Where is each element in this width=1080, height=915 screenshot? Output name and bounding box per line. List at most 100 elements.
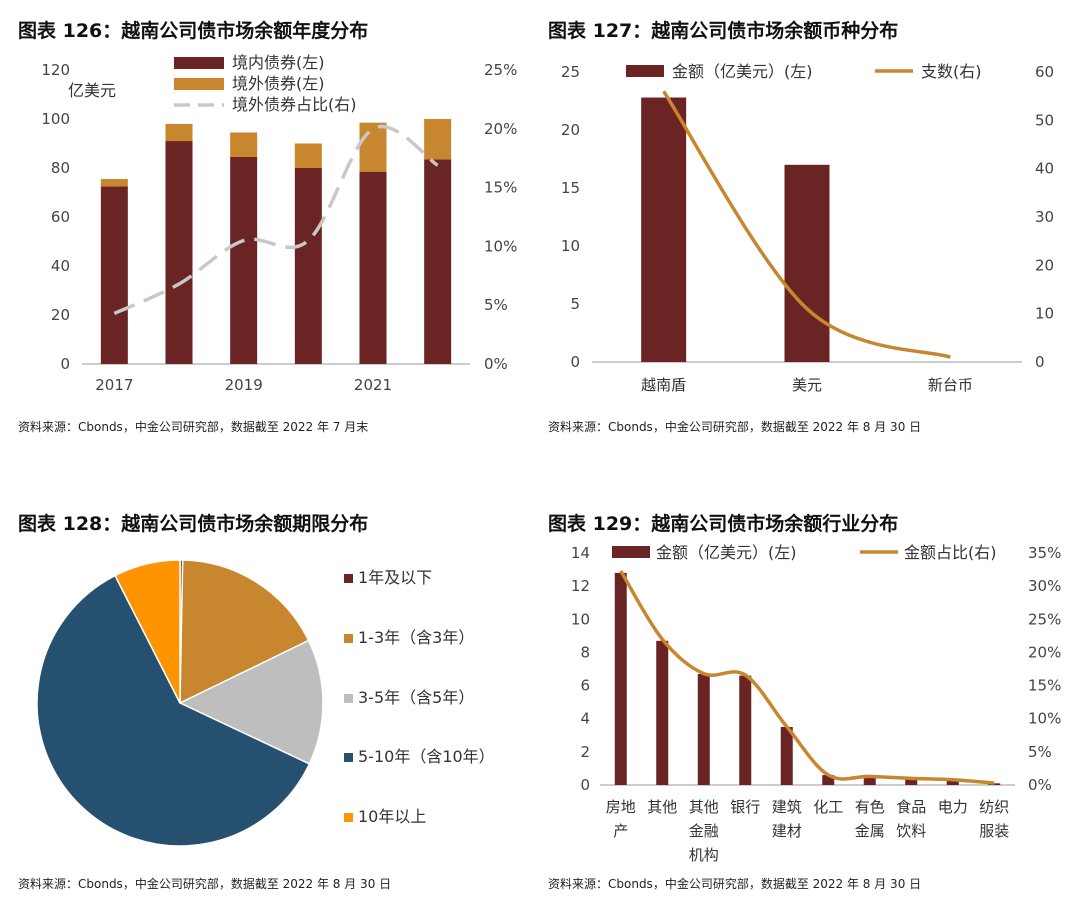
- chart-source: 资料来源：Cbonds，中金公司研究部，数据截至 2022 年 8 月 30 日: [548, 420, 922, 434]
- y-right-tick-label: 5%: [1028, 743, 1052, 761]
- pie-slice: [114, 559, 181, 704]
- chart-source: 资料来源：Cbonds，中金公司研究部，数据截至 2022 年 7 月末: [18, 420, 369, 434]
- y-left-tick-label: 10: [561, 237, 580, 255]
- bar-domestic: [230, 156, 258, 364]
- bar-offshore: [230, 132, 258, 157]
- bar-domestic: [424, 159, 452, 364]
- legend-label: 3-5年（含5年）: [358, 688, 474, 707]
- legend-swatch: [344, 813, 353, 822]
- y-right-tick-label: 10%: [484, 237, 517, 255]
- series-line-offshore-share: [113, 124, 439, 316]
- y-right-tick-label: 20%: [484, 120, 517, 138]
- bar-amount: [988, 783, 1001, 785]
- pie-slice: [36, 574, 311, 847]
- x-tick-label: 饮料: [896, 822, 926, 840]
- x-tick-label: 其他: [689, 798, 719, 816]
- y-left-tick-label: 12: [571, 577, 590, 595]
- x-tick-label: 新台币: [928, 376, 973, 394]
- y-right-tick-label: 20%: [1028, 643, 1061, 661]
- y-right-tick-label: 50: [1035, 111, 1054, 129]
- y-left-tick-label: 8: [580, 643, 590, 661]
- y-left-tick-label: 100: [41, 110, 70, 128]
- x-tick-label: 产: [613, 822, 628, 840]
- chart-panel-127: 图表 127：越南公司债市场余额币种分布 0 5 10 15 20 25 0 10 20 30 40…: [530, 0, 1070, 457]
- bar-amount: [946, 780, 959, 785]
- bar-offshore: [165, 123, 193, 142]
- legend-label: 1-3年（含3年）: [358, 628, 474, 647]
- y-right-tick-label: 10%: [1028, 710, 1061, 728]
- y-right-tick-label: 0%: [1028, 776, 1052, 794]
- bar-domestic: [165, 141, 193, 364]
- pie-slice: [179, 559, 310, 705]
- legend-swatch: [612, 546, 650, 558]
- bar-amount: [697, 673, 710, 785]
- bar-domestic: [294, 168, 322, 364]
- legend-label: 1年及以下: [358, 568, 432, 587]
- y-left-tick-label: 14: [571, 544, 590, 562]
- y-left-tick-label: 60: [51, 208, 70, 226]
- y-right-tick-label: 0: [1035, 353, 1045, 371]
- y-right-tick-label: 35%: [1028, 544, 1061, 562]
- chart-source: 资料来源：Cbonds，中金公司研究部，数据截至 2022 年 8 月 30 日: [548, 877, 922, 891]
- y-left-tick-label: 10: [571, 610, 590, 628]
- legend-swatch: [344, 694, 353, 703]
- bar-amount: [739, 675, 752, 785]
- chart-panel-128: 图表 128：越南公司债市场余额期限分布 1年及以下 1-3年（含3年） 3-5年（…: [0, 457, 540, 914]
- legend-swatch: [344, 574, 353, 583]
- legend-swatch: [344, 634, 353, 643]
- series-line-count: [662, 90, 951, 359]
- y-right-tick-label: 25%: [1028, 610, 1061, 628]
- y-left-tick-label: 5: [570, 295, 580, 313]
- bar-amount: [641, 97, 687, 362]
- legend-label: 金额（亿美元）(左): [656, 543, 797, 562]
- bar-amount: [656, 640, 669, 785]
- pie-slice: [178, 639, 324, 765]
- chart-title: 图表 128：越南公司债市场余额期限分布: [18, 513, 369, 535]
- x-tick-label: 机构: [689, 846, 719, 864]
- legend-label: 5-10年（含10年）: [358, 747, 495, 766]
- legend-label: 支数(右): [921, 62, 982, 81]
- legend-label: 境内债券(左): [232, 53, 325, 72]
- x-tick-label: 建材: [772, 822, 802, 840]
- y-right-tick-label: 40: [1035, 160, 1054, 178]
- legend-label: 金额（亿美元）(左): [672, 62, 813, 81]
- x-tick-label: 2021: [354, 376, 392, 394]
- chart-129-svg: 0 2 4 6 8 10 12 14 0% 5% 10% 15% 20% 25% 30% 35% 房地产 其他 其他…: [571, 543, 1061, 864]
- y-right-tick-label: 0%: [484, 355, 508, 373]
- x-tick-label: 2017: [95, 376, 133, 394]
- chart-title: 图表 129：越南公司债市场余额行业分布: [548, 513, 899, 535]
- chart-128-svg: 1年及以下 1-3年（含3年） 3-5年（含5年） 5-10年（含10年） 10年以上: [36, 559, 495, 847]
- bar-offshore: [359, 122, 387, 172]
- x-tick-label: 食品: [896, 798, 926, 816]
- y-left-tick-label: 20: [51, 306, 70, 324]
- legend-label: 境外债券占比(右): [232, 95, 357, 114]
- y-left-tick-label: 4: [580, 710, 590, 728]
- legend-label: 境外债券(左): [232, 74, 325, 93]
- x-tick-label: 化工: [813, 798, 843, 816]
- y-left-tick-label: 25: [561, 63, 580, 81]
- y-left-tick-label: 80: [51, 159, 70, 177]
- y-left-tick-label: 15: [561, 179, 580, 197]
- chart-panel-129: 图表 129：越南公司债市场余额行业分布 0 2 4 6 8 10 12 14 0% 5% 10% 1…: [530, 457, 1070, 914]
- x-tick-label: 金融: [689, 822, 719, 840]
- x-tick-label: 美元: [792, 376, 822, 394]
- x-tick-label: 金属: [855, 822, 885, 840]
- chart-source: 资料来源：Cbonds，中金公司研究部，数据截至 2022 年 8 月 30 日: [18, 877, 392, 891]
- y-right-tick-label: 5%: [484, 296, 508, 314]
- x-tick-label: 服装: [979, 822, 1009, 840]
- x-tick-label: 2019: [225, 376, 263, 394]
- y-right-tick-label: 25%: [484, 61, 517, 79]
- bar-amount: [905, 778, 918, 785]
- bar-domestic: [100, 186, 128, 364]
- y-right-tick-label: 60: [1035, 63, 1054, 81]
- bar-amount: [822, 775, 835, 785]
- x-tick-label: 越南盾: [641, 376, 686, 394]
- y-left-tick-label: 0: [60, 355, 70, 373]
- y-left-tick-label: 120: [41, 61, 70, 79]
- y-left-tick-label: 0: [570, 353, 580, 371]
- y-left-tick-label: 6: [580, 677, 590, 695]
- y-left-tick-label: 2: [580, 743, 590, 761]
- chart-title: 图表 127：越南公司债市场余额币种分布: [548, 20, 899, 42]
- x-tick-label: 建筑: [772, 798, 802, 816]
- y-right-tick-label: 15%: [1028, 677, 1061, 695]
